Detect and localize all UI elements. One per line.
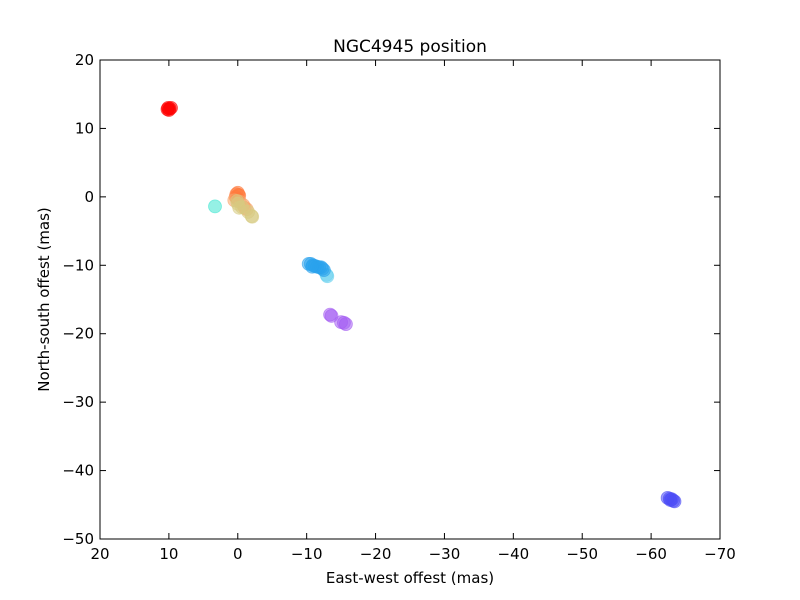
data-points [160,101,682,509]
data-point [208,199,222,214]
data-point [663,493,678,507]
x-tick-label: −30 [429,545,461,563]
x-tick-label: −50 [566,545,598,563]
y-tick-label: −40 [62,462,94,480]
data-point [230,194,245,208]
x-tick-label: −70 [704,545,736,563]
x-tick-label: −60 [635,545,667,563]
plot-frame [99,59,721,540]
chart-title: NGC4945 position [333,37,487,57]
x-tick-label: 10 [159,545,178,563]
data-point [245,209,260,224]
data-point [305,259,320,274]
y-tick-label: 20 [75,51,94,69]
data-point [338,317,353,332]
x-tick-label: −40 [498,545,530,563]
x-tick-label: 20 [90,545,109,563]
data-point [316,263,331,278]
y-tick-label: −30 [62,393,94,411]
y-tick-label: −20 [62,325,94,343]
plot-area [100,60,720,539]
data-point [324,308,339,323]
x-tick-label: −20 [360,545,392,563]
y-tick-label: −50 [62,530,94,548]
x-tick-label: −10 [291,545,323,563]
y-axis-label: North-south offest (mas) [35,207,53,392]
x-tick-label: 0 [233,545,243,563]
y-tick-label: −10 [62,256,94,274]
y-tick-label: 10 [75,119,94,137]
data-point [161,101,176,115]
y-tick-label: 0 [84,188,94,206]
x-axis-label: East-west offest (mas) [326,569,494,587]
